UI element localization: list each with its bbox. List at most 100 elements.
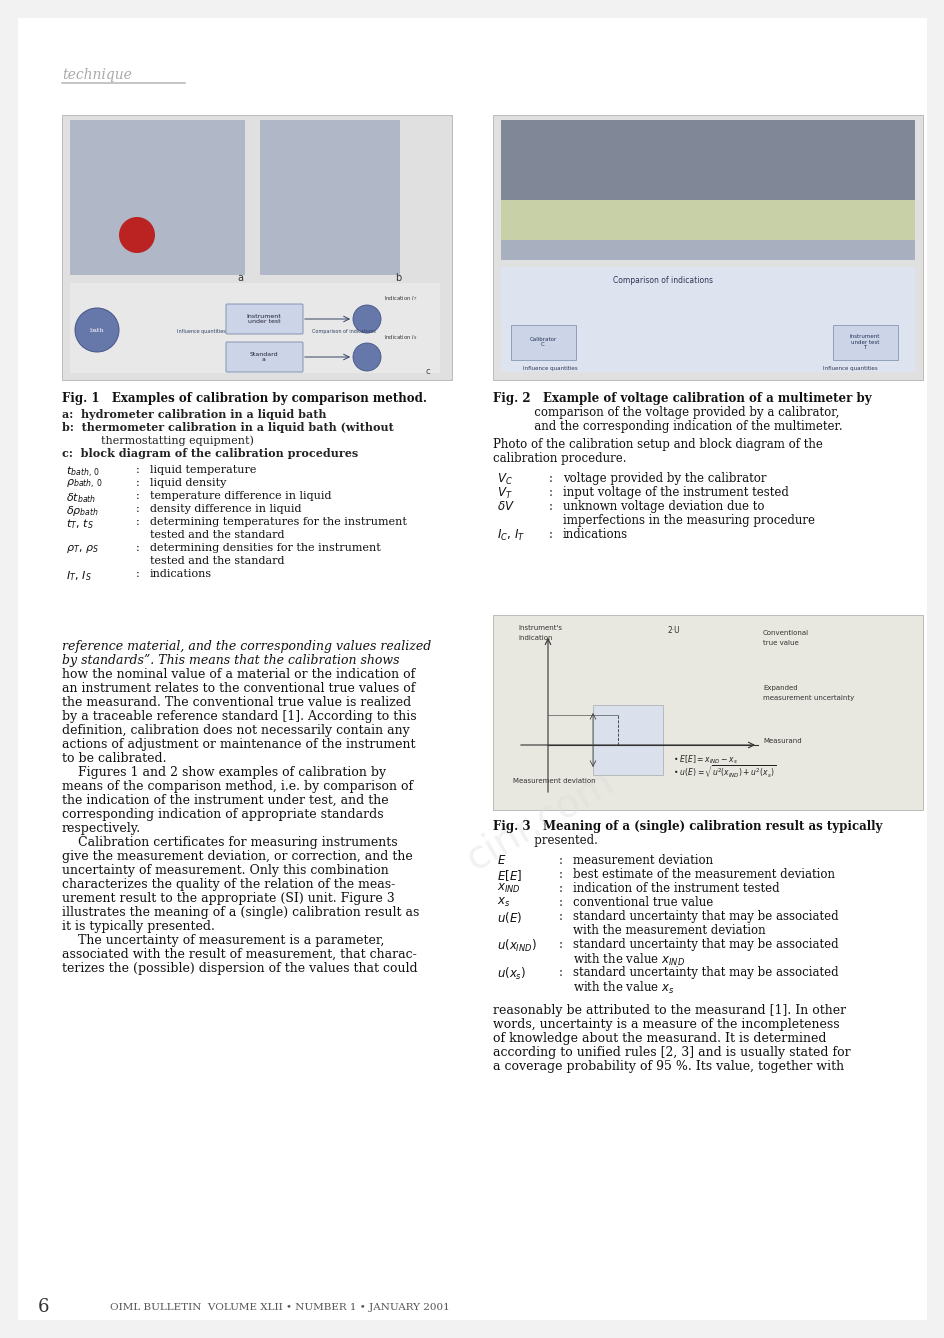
Text: a: a <box>237 273 243 284</box>
Text: 2·U: 2·U <box>667 626 680 636</box>
Text: standard uncertainty that may be associated: standard uncertainty that may be associa… <box>572 910 837 923</box>
Text: an instrument relates to the conventional true values of: an instrument relates to the conventiona… <box>62 682 415 694</box>
Text: by standards”. This means that the calibration shows: by standards”. This means that the calib… <box>62 654 399 668</box>
Text: respectively.: respectively. <box>62 822 141 835</box>
Text: Influence quantities: Influence quantities <box>177 329 226 334</box>
Text: :: : <box>548 500 552 512</box>
Text: with the value $x_{IND}$: with the value $x_{IND}$ <box>572 953 684 969</box>
Text: $\delta V$: $\delta V$ <box>497 500 514 512</box>
Text: :: : <box>136 466 140 475</box>
Text: Expanded: Expanded <box>762 685 797 690</box>
Text: :: : <box>559 938 563 951</box>
Bar <box>500 120 914 260</box>
Circle shape <box>353 343 380 371</box>
Text: input voltage of the instrument tested: input voltage of the instrument tested <box>563 486 788 499</box>
Text: a coverage probability of 95 %. Its value, together with: a coverage probability of 95 %. Its valu… <box>493 1060 843 1073</box>
Circle shape <box>119 217 155 253</box>
Text: and the corresponding indication of the multimeter.: and the corresponding indication of the … <box>493 420 842 434</box>
Text: true value: true value <box>762 640 798 646</box>
Text: characterizes the quality of the relation of the meas-: characterizes the quality of the relatio… <box>62 878 395 891</box>
Text: $E$: $E$ <box>497 854 506 867</box>
Circle shape <box>353 305 380 333</box>
Text: measurement uncertainty: measurement uncertainty <box>762 694 853 701</box>
Text: Instrument
under test: Instrument under test <box>246 313 281 324</box>
Text: :: : <box>559 868 563 880</box>
Text: $\delta\rho_{bath}$: $\delta\rho_{bath}$ <box>66 504 99 518</box>
Bar <box>593 705 663 775</box>
Bar <box>493 115 922 380</box>
Text: • $E[E] = x_{IND} - x_s$: • $E[E] = x_{IND} - x_s$ <box>672 755 737 767</box>
Text: Fig. 2   Example of voltage calibration of a multimeter by: Fig. 2 Example of voltage calibration of… <box>493 392 870 405</box>
Text: Measurand: Measurand <box>762 739 801 744</box>
Text: Comparison of indications: Comparison of indications <box>312 329 376 334</box>
Text: $t_{bath,\,0}$: $t_{bath,\,0}$ <box>66 466 100 480</box>
Bar <box>500 199 914 240</box>
Text: Instrument's: Instrument's <box>517 625 562 632</box>
Text: calibration procedure.: calibration procedure. <box>493 452 626 466</box>
Text: Comparison of indications: Comparison of indications <box>613 276 712 285</box>
Text: $I_T,\,I_S$: $I_T,\,I_S$ <box>66 569 92 583</box>
Text: Standard
a: Standard a <box>249 352 278 363</box>
Text: Fig. 1   Examples of calibration by comparison method.: Fig. 1 Examples of calibration by compar… <box>62 392 427 405</box>
Text: :: : <box>136 491 140 500</box>
Text: $u(x_s)$: $u(x_s)$ <box>497 966 526 982</box>
Text: $\delta t_{bath}$: $\delta t_{bath}$ <box>66 491 96 504</box>
Text: thermostatting equipment): thermostatting equipment) <box>80 435 254 446</box>
Text: :: : <box>559 966 563 979</box>
Text: Calibrator
C: Calibrator C <box>529 337 556 348</box>
Text: indication of the instrument tested: indication of the instrument tested <box>572 882 779 895</box>
Text: :: : <box>136 569 140 579</box>
Text: $u(x_{IND})$: $u(x_{IND})$ <box>497 938 536 954</box>
Bar <box>260 120 399 276</box>
Bar <box>70 120 244 276</box>
Text: c:  block diagram of the calibration procedures: c: block diagram of the calibration proc… <box>62 448 358 459</box>
FancyBboxPatch shape <box>226 304 303 334</box>
Text: c: c <box>425 367 430 376</box>
Text: the indication of the instrument under test, and the: the indication of the instrument under t… <box>62 793 388 807</box>
Text: tested and the standard: tested and the standard <box>150 557 284 566</box>
Circle shape <box>75 308 119 352</box>
Bar <box>70 284 440 373</box>
Text: measurement deviation: measurement deviation <box>572 854 713 867</box>
Text: $t_T,\,t_S$: $t_T,\,t_S$ <box>66 516 93 531</box>
Text: $\rho_{bath,\,0}$: $\rho_{bath,\,0}$ <box>66 478 102 491</box>
Text: $V_C$: $V_C$ <box>497 472 513 487</box>
Text: temperature difference in liquid: temperature difference in liquid <box>150 491 331 500</box>
Text: conventional true value: conventional true value <box>572 896 713 909</box>
Bar <box>493 615 922 809</box>
Bar <box>500 268 914 372</box>
Text: associated with the result of measurement, that charac-: associated with the result of measuremen… <box>62 949 416 961</box>
Bar <box>500 120 914 199</box>
Text: indications: indications <box>150 569 211 579</box>
Text: $x_{IND}$: $x_{IND}$ <box>497 882 520 895</box>
Text: b:  thermometer calibration in a liquid bath (without: b: thermometer calibration in a liquid b… <box>62 421 394 434</box>
Text: Instrument
under test
T: Instrument under test T <box>849 333 879 351</box>
Text: according to unified rules [2, 3] and is usually stated for: according to unified rules [2, 3] and is… <box>493 1046 850 1058</box>
Text: words, uncertainty is a measure of the incompleteness: words, uncertainty is a measure of the i… <box>493 1018 838 1032</box>
Text: • $u(E) = \sqrt{u^2(x_{IND}) + u^2(x_s)}$: • $u(E) = \sqrt{u^2(x_{IND}) + u^2(x_s)}… <box>672 764 775 780</box>
Text: Calibration certificates for measuring instruments: Calibration certificates for measuring i… <box>62 836 397 850</box>
Text: The uncertainty of measurement is a parameter,: The uncertainty of measurement is a para… <box>62 934 384 947</box>
Text: bath: bath <box>90 328 104 333</box>
Text: :: : <box>136 543 140 553</box>
Text: density difference in liquid: density difference in liquid <box>150 504 301 514</box>
Text: tested and the standard: tested and the standard <box>150 530 284 541</box>
Text: $E[E]$: $E[E]$ <box>497 868 521 883</box>
Text: :: : <box>559 896 563 909</box>
Text: $x_s$: $x_s$ <box>497 896 510 909</box>
Text: :: : <box>136 504 140 514</box>
Text: Indication $I_T$: Indication $I_T$ <box>383 294 417 302</box>
Text: comparison of the voltage provided by a calibrator,: comparison of the voltage provided by a … <box>493 405 838 419</box>
Text: :: : <box>548 472 552 484</box>
Text: cinr.com: cinr.com <box>459 763 620 878</box>
Text: voltage provided by the calibrator: voltage provided by the calibrator <box>563 472 766 484</box>
Text: :: : <box>548 486 552 499</box>
FancyBboxPatch shape <box>226 343 303 372</box>
Text: :: : <box>559 882 563 895</box>
Text: Influence quantities: Influence quantities <box>822 367 877 371</box>
Text: $u(E)$: $u(E)$ <box>497 910 521 925</box>
Text: terizes the (possible) dispersion of the values that could: terizes the (possible) dispersion of the… <box>62 962 417 975</box>
Text: imperfections in the measuring procedure: imperfections in the measuring procedure <box>563 514 814 527</box>
Text: indication: indication <box>517 636 552 641</box>
Text: reasonably be attributed to the measurand [1]. In other: reasonably be attributed to the measuran… <box>493 1004 845 1017</box>
